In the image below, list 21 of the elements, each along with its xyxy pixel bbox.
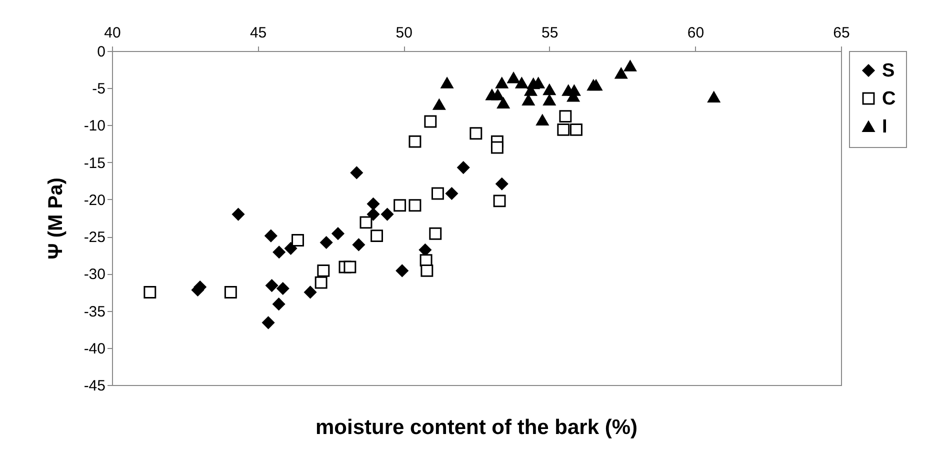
legend-label: C — [882, 88, 896, 110]
y-tick-label: -40 — [84, 340, 106, 358]
y-tick-label: -25 — [84, 229, 106, 246]
x-tick-label: 40 — [104, 24, 121, 42]
y-tick-label: -5 — [92, 80, 106, 98]
legend-label: S — [882, 60, 895, 82]
x-tick-label: 45 — [250, 24, 267, 42]
x-tick-label: 50 — [396, 24, 412, 42]
y-tick-label: -30 — [84, 266, 106, 284]
y-tick-label: -45 — [84, 378, 106, 394]
x-tick-label: 55 — [542, 24, 558, 42]
y-axis-title: Ψ (M Pa) — [44, 178, 67, 260]
y-tick-label: -10 — [84, 118, 106, 135]
y-tick-label: -15 — [84, 154, 106, 172]
legend-label: I — [882, 116, 888, 138]
x-axis-title: moisture content of the bark (%) — [315, 416, 638, 439]
x-tick-label: 60 — [687, 24, 704, 42]
y-tick-label: -20 — [84, 192, 106, 209]
y-tick-label: -35 — [84, 303, 106, 320]
x-tick-label: 65 — [833, 24, 850, 42]
y-tick-label: 0 — [97, 44, 106, 60]
